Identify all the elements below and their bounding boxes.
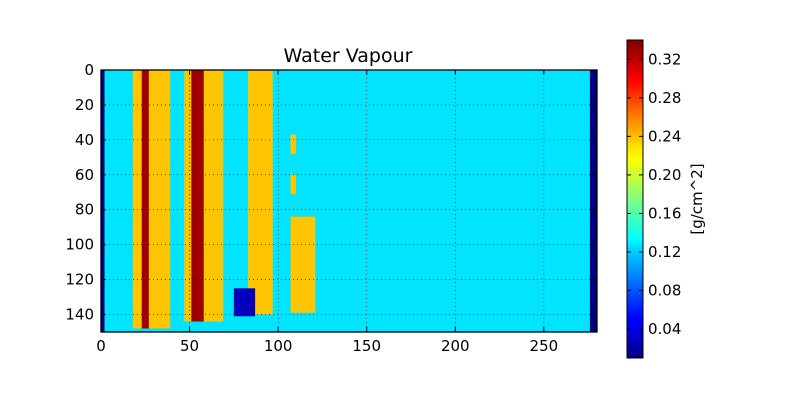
x-tick-label: 0 bbox=[96, 337, 106, 355]
heatmap-region-band-2-core bbox=[191, 70, 204, 322]
colorbar-gradient bbox=[626, 39, 644, 359]
y-tick-label: 100 bbox=[65, 236, 94, 254]
heatmap-region-band-2 bbox=[184, 70, 224, 322]
chart-title: Water Vapour bbox=[284, 45, 413, 67]
heatmap-region-left-edge-strip bbox=[101, 70, 105, 332]
y-tick-label: 120 bbox=[65, 271, 94, 289]
colorbar: 0.04 0.08 0.12 0.16 0.20 0.24 0.28 0.32 [g/cm^2… bbox=[626, 39, 706, 359]
x-tick-label: 100 bbox=[264, 337, 293, 355]
colorbar-tick-label: 0.04 bbox=[648, 320, 681, 338]
heatmap-region-low-patch bbox=[233, 288, 256, 317]
y-tick-label: 40 bbox=[75, 131, 94, 149]
colorbar-tick-label: 0.32 bbox=[648, 50, 681, 68]
y-tick-label: 140 bbox=[65, 306, 94, 324]
colorbar-tick-label: 0.28 bbox=[648, 89, 681, 107]
colorbar-ticks: 0.04 0.08 0.12 0.16 0.20 0.24 0.28 0.32 bbox=[627, 50, 681, 338]
y-tick-label: 80 bbox=[75, 201, 94, 219]
colorbar-tick-label: 0.12 bbox=[648, 243, 681, 261]
heatmap-background bbox=[101, 70, 597, 332]
heatmap-region-patch-2 bbox=[290, 134, 296, 154]
plot-frame bbox=[100, 69, 598, 333]
colorbar-tick-label: 0.08 bbox=[648, 282, 681, 300]
y-axis: 0 20 40 60 80 100 120 140 bbox=[65, 61, 597, 324]
heatmap-region-patch-1 bbox=[290, 174, 296, 195]
y-tick-label: 60 bbox=[75, 166, 94, 184]
heatmap-region-band-4 bbox=[290, 216, 316, 313]
colorbar-tick-label: 0.20 bbox=[648, 166, 681, 184]
heatmap-region-band-1-core bbox=[141, 70, 149, 329]
x-tick-label: 150 bbox=[352, 337, 381, 355]
colorbar-label: [g/cm^2] bbox=[688, 163, 706, 234]
colorbar-tick-label: 0.24 bbox=[648, 127, 681, 145]
heatmap-region-right-edge-strip bbox=[589, 70, 597, 332]
heatmap-region-band-1 bbox=[132, 70, 171, 329]
y-tick-label: 0 bbox=[84, 61, 94, 79]
heatmap-region-band-3 bbox=[248, 70, 273, 315]
x-tick-label: 50 bbox=[180, 337, 199, 355]
colorbar-tick-label: 0.16 bbox=[648, 204, 681, 222]
x-tick-label: 200 bbox=[441, 337, 470, 355]
y-tick-label: 20 bbox=[75, 96, 94, 114]
x-tick-label: 250 bbox=[530, 337, 559, 355]
x-axis: 0 50 100 150 200 250 bbox=[96, 70, 558, 355]
heatmap-image bbox=[101, 70, 597, 332]
